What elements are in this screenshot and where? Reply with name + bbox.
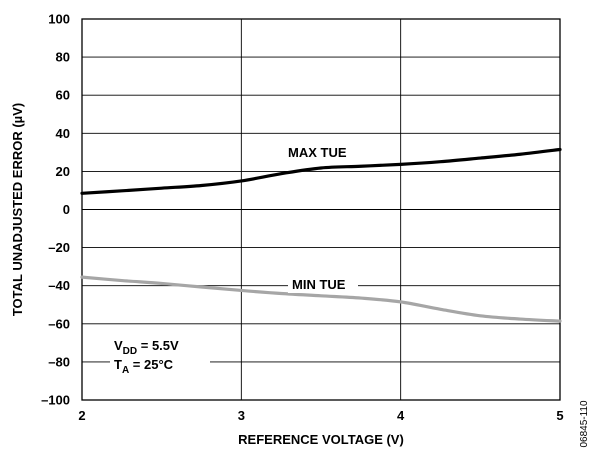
- ta-condition: TA = 25°C: [114, 357, 174, 376]
- vdd-condition: VDD = 5.5V: [114, 338, 179, 357]
- y-tick-label-3: –40: [48, 278, 70, 293]
- y-tick-label-4: –20: [48, 240, 70, 255]
- vdd-value: = 5.5V: [137, 338, 179, 353]
- vdd-symbol: V: [114, 338, 123, 353]
- series-label-max-tue: MAX TUE: [288, 145, 347, 160]
- y-tick-label-9: 80: [56, 50, 70, 65]
- vdd-subscript: DD: [123, 346, 137, 357]
- series-line-min-tue: [80, 275, 562, 323]
- x-tick-label-2: 4: [397, 408, 405, 423]
- series-label-min-tue: MIN TUE: [292, 277, 346, 292]
- y-tick-label-0: –100: [41, 393, 70, 408]
- series-label-bg-min: [288, 275, 358, 293]
- y-tick-label-7: 40: [56, 126, 70, 141]
- x-tick-labels: 2 3 4 5: [78, 408, 563, 423]
- x-tick-label-0: 2: [78, 408, 85, 423]
- y-tick-label-10: 100: [48, 12, 70, 27]
- x-tick-label-1: 3: [238, 408, 245, 423]
- ta-subscript: A: [122, 365, 129, 376]
- y-tick-label-8: 60: [56, 88, 70, 103]
- ta-value: = 25°C: [129, 357, 173, 372]
- series-label-bg-max: [284, 143, 362, 161]
- conditions-bg: [110, 336, 210, 376]
- y-tick-labels: –100 –80 –60 –40 –20 0 20 40 60 80 100: [41, 12, 70, 408]
- y-tick-label-5: 0: [63, 202, 70, 217]
- series-line-max-tue: [80, 147, 562, 195]
- y-tick-label-1: –80: [48, 354, 70, 369]
- plot-frame: [81, 18, 561, 401]
- x-axis-title: REFERENCE VOLTAGE (V): [238, 432, 404, 447]
- ta-symbol: T: [114, 357, 122, 372]
- grid-lines: [82, 19, 560, 400]
- x-tick-label-3: 5: [556, 408, 563, 423]
- y-tick-label-6: 20: [56, 164, 70, 179]
- y-axis-title: TOTAL UNADJUSTED ERROR (µV): [10, 103, 25, 316]
- figure-id: 06845-110: [579, 400, 590, 448]
- y-tick-label-2: –60: [48, 316, 70, 331]
